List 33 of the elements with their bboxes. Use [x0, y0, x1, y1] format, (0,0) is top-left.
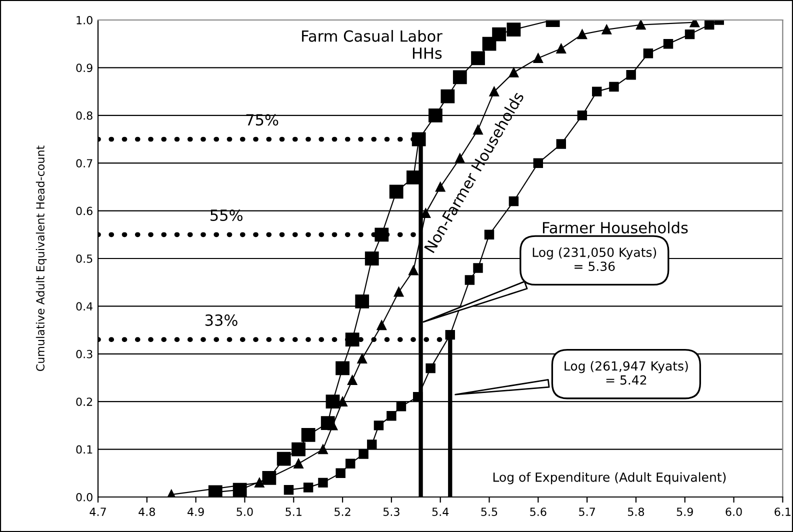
x-tick-label: 5.5	[481, 508, 498, 516]
x-tick-label: 5.3	[383, 508, 400, 516]
x-tick-label: 5.7	[579, 508, 595, 516]
y-axis-title: Cumulative Adult Equivalent Head-count	[36, 146, 47, 372]
y-tick-label: 1.0	[76, 16, 92, 24]
x-tick-label: 5.9	[676, 508, 693, 516]
x-tick-label: 5.1	[286, 508, 302, 516]
x-tick-label: 4.9	[188, 508, 204, 516]
x-tick-label: 4.7	[90, 508, 106, 516]
y-tick-label: 0.9	[76, 64, 92, 72]
x-axis-title: Log of Expenditure (Adult Equivalent)	[493, 472, 726, 484]
x-tick-label: 5.4	[432, 508, 449, 516]
y-tick-label: 0.4	[76, 302, 93, 311]
series-label: Farmer Households	[542, 222, 688, 234]
y-tick-label: 0.6	[76, 206, 92, 216]
y-tick-label: 0.7	[76, 159, 92, 168]
y-tick-label: 0.8	[76, 111, 92, 120]
x-tick-label: 5.2	[334, 508, 350, 516]
y-tick-label: 0.5	[76, 254, 92, 263]
x-tick-label: 6.0	[726, 508, 742, 516]
x-tick-label: 5.8	[628, 508, 644, 516]
y-tick-label: 0.0	[76, 492, 92, 502]
y-tick-label: 0.2	[76, 398, 92, 406]
y-tick-label: 0.1	[76, 445, 92, 454]
x-tick-label: 4.8	[138, 508, 155, 516]
x-tick-label: 5.6	[530, 508, 546, 516]
annotation: Log (231,050 Kyats) = 5.36	[532, 247, 656, 272]
annotation: Log (261,947 Kyats) = 5.42	[564, 361, 688, 385]
x-tick-label: 5.0	[236, 508, 253, 516]
x-tick-label: 6.1	[774, 508, 790, 516]
y-tick-label: 0.3	[76, 350, 92, 358]
series-label: 33%	[205, 314, 238, 326]
series-label: Farm Casual Labor HHs	[302, 30, 442, 59]
